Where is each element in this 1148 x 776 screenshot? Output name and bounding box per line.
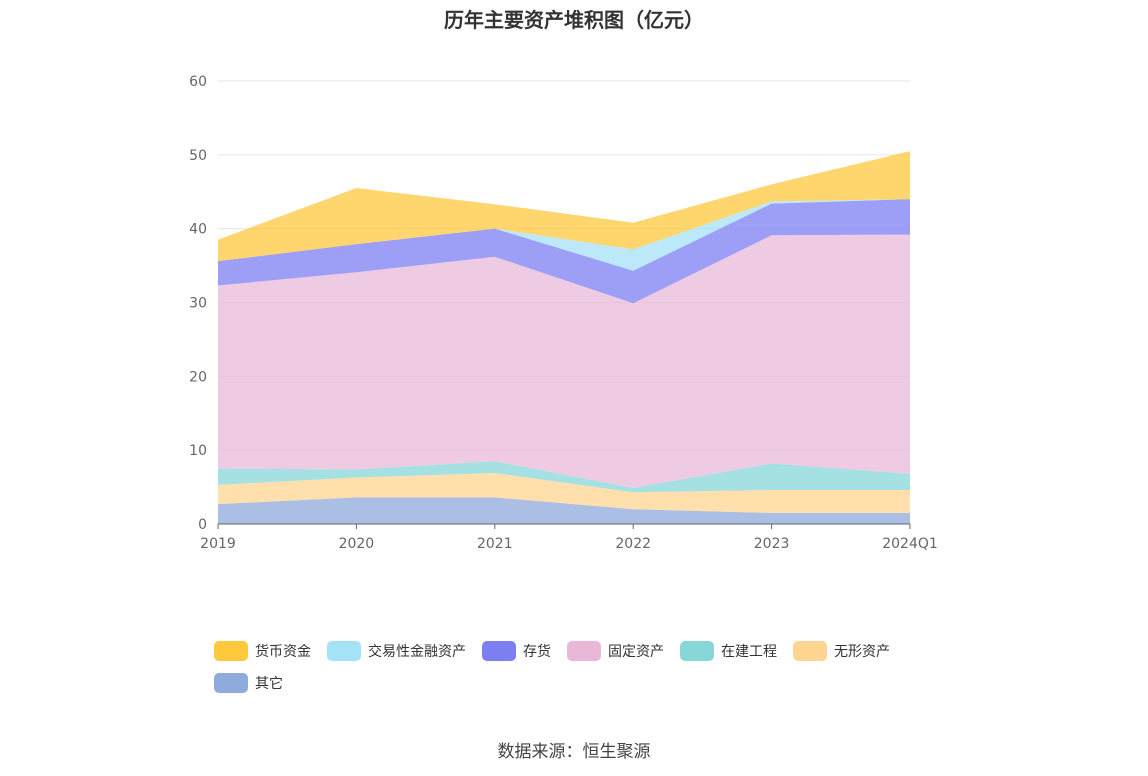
area-series [218, 473, 910, 513]
area-series [218, 234, 910, 488]
legend-swatch [482, 641, 516, 661]
x-tick-label: 2024Q1 [882, 536, 938, 552]
x-tick-label: 2020 [339, 536, 375, 552]
legend-item[interactable]: 存货 [482, 640, 551, 662]
stacked-area-chart: 2019 2020 2021 2022 2023 2024Q1 0 10 20 30 40 50 60 [189, 74, 938, 552]
y-tick-label: 0 [198, 517, 207, 533]
legend-label: 在建工程 [721, 644, 777, 660]
chart-title: 历年主要资产堆积图（亿元） [444, 8, 704, 32]
legend-swatch [567, 641, 601, 661]
y-tick-label: 60 [189, 74, 207, 90]
legend-label: 存货 [523, 644, 551, 660]
legend-item[interactable]: 固定资产 [567, 640, 664, 662]
area-series [218, 199, 910, 304]
legend-label: 交易性金融资产 [368, 644, 466, 660]
area-series [218, 497, 910, 524]
legend-swatch [327, 641, 361, 661]
legend: 货币资金 交易性金融资产 存货 固定资产 在建工程 无形资产其它 [214, 640, 954, 704]
y-tick-label: 40 [189, 222, 207, 238]
legend-swatch [214, 673, 248, 693]
legend-item[interactable]: 在建工程 [680, 640, 777, 662]
area-series [218, 461, 910, 493]
area-series [218, 199, 910, 271]
legend-label: 固定资产 [608, 644, 664, 660]
y-tick-label: 10 [189, 443, 207, 459]
legend-label: 其它 [255, 676, 283, 692]
legend-label: 货币资金 [255, 644, 311, 660]
legend-swatch [214, 641, 248, 661]
legend-swatch [680, 641, 714, 661]
y-tick-label: 20 [189, 369, 207, 385]
legend-swatch [793, 641, 827, 661]
legend-item[interactable]: 货币资金 [214, 640, 311, 662]
y-tick-label: 30 [189, 296, 207, 312]
x-tick-label: 2019 [200, 536, 236, 552]
legend-item[interactable]: 无形资产 [793, 640, 890, 662]
x-tick-label: 2022 [615, 536, 651, 552]
x-tick-label: 2023 [754, 536, 790, 552]
legend-item[interactable]: 交易性金融资产 [327, 640, 466, 662]
area-series [218, 151, 910, 262]
data-source: 数据来源：恒生聚源 [497, 742, 651, 762]
y-tick-label: 50 [189, 148, 207, 164]
x-tick-label: 2021 [477, 536, 513, 552]
legend-label: 无形资产 [834, 644, 890, 660]
legend-item[interactable]: 其它 [214, 672, 283, 694]
